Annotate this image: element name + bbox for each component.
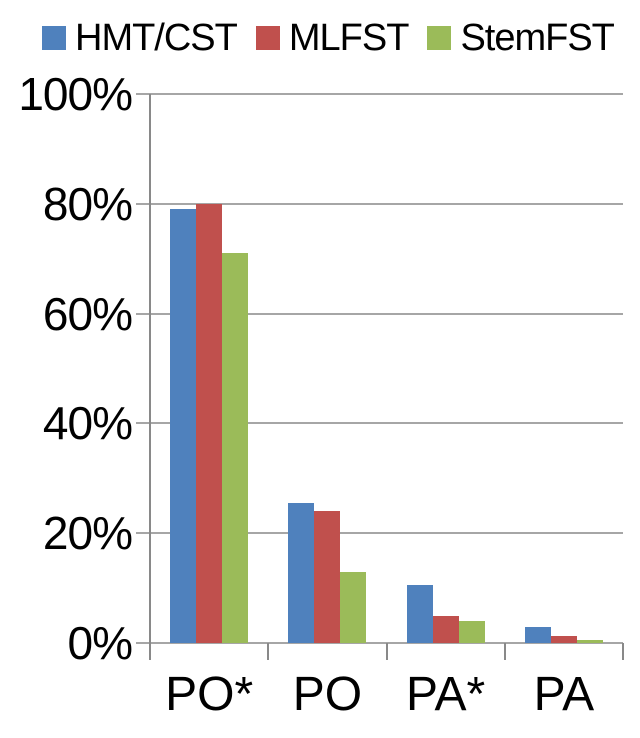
legend-swatch-icon: [255, 26, 280, 50]
legend-label: StemFST: [460, 17, 614, 59]
legend-item-hmt-cst: HMT/CST: [42, 17, 238, 59]
legend-item-stemfst: StemFST: [427, 17, 615, 59]
bar-group-pa-star: [387, 94, 505, 643]
gridline-80: [136, 202, 623, 205]
gridline-100: [136, 93, 623, 95]
legend-swatch-icon: [427, 26, 452, 50]
y-tick-label: 80%: [42, 177, 133, 230]
bar-group-po-star: [150, 94, 268, 643]
x-axis-line: [136, 642, 623, 644]
x-axis-tick: [503, 643, 506, 660]
bar-groups: [150, 94, 623, 643]
bar-hmt-cst-po: [288, 503, 315, 643]
bar-stemfst-pa: [576, 640, 603, 643]
plot-area: [136, 93, 624, 660]
category-label: PO*: [165, 668, 254, 721]
category-label: PA: [533, 668, 595, 721]
bar-mlfst-po: [314, 511, 341, 643]
y-tick-label: 20%: [42, 507, 133, 560]
bar-mlfst-po-star: [196, 203, 223, 643]
bar-hmt-cst-pa: [524, 626, 551, 643]
y-axis: 100% 80% 60% 40% 20% 0%: [0, 71, 133, 666]
bar-group-po: [268, 94, 386, 643]
y-tick-label: 0%: [67, 617, 133, 669]
gridline-60: [136, 312, 623, 315]
y-tick-label: 60%: [42, 287, 133, 340]
y-tick-label: 100%: [18, 68, 133, 120]
y-tick-label: 40%: [42, 397, 133, 450]
x-axis-labels: PO* PO PA* PA: [150, 658, 623, 732]
gridline-40: [136, 422, 623, 425]
bar-group-pa: [505, 94, 623, 643]
bar-stemfst-po-star: [222, 253, 249, 643]
x-axis-tick: [622, 643, 624, 660]
bar-mlfst-pa-star: [432, 615, 459, 643]
bar-stemfst-pa-star: [458, 621, 485, 643]
gridline-20: [136, 532, 623, 535]
legend-item-mlfst: MLFST: [255, 17, 410, 59]
category-label: PA*: [406, 668, 486, 721]
legend-label: HMT/CST: [75, 17, 238, 59]
x-axis-tick: [267, 643, 270, 660]
x-axis-tick: [385, 643, 388, 660]
bar-stemfst-po: [340, 571, 367, 643]
legend-label: MLFST: [288, 17, 410, 59]
y-axis-line: [149, 94, 151, 660]
bar-hmt-cst-pa-star: [406, 585, 433, 643]
bar-hmt-cst-po-star: [170, 209, 197, 643]
bar-mlfst-pa: [550, 636, 577, 643]
category-label: PO: [292, 668, 363, 721]
legend-swatch-icon: [42, 26, 66, 50]
legend: HMT/CST MLFST StemFST: [42, 14, 640, 62]
